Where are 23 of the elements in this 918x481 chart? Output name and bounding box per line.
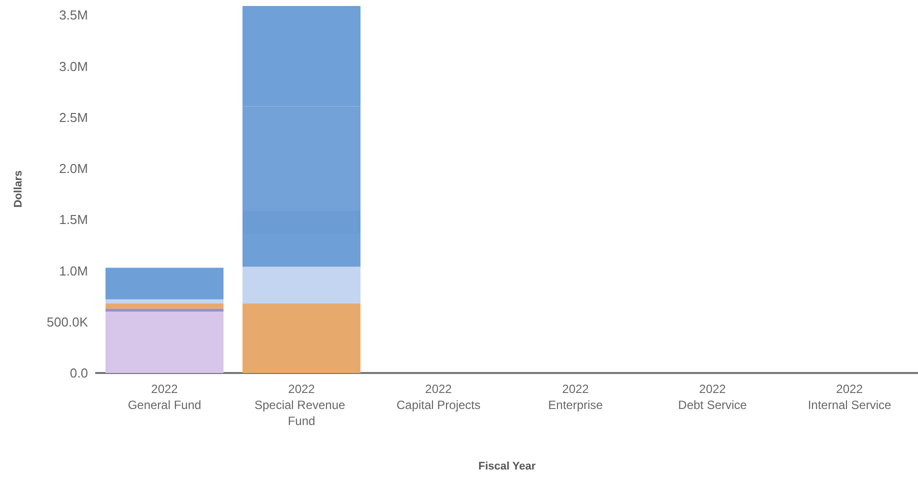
y-tick-label: 2.0M	[59, 161, 88, 176]
y-tick-label: 1.0M	[59, 263, 88, 278]
y-tick-label: 500.0K	[46, 314, 88, 330]
y-tick-label: 0.0	[70, 366, 88, 380]
bar	[106, 303, 224, 309]
y-tick-label: 2.5M	[59, 110, 88, 125]
x-axis-title: Fiscal Year	[478, 460, 536, 472]
bar	[242, 266, 360, 304]
y-tick-label: 3.0M	[59, 58, 88, 74]
y-tick-label: 3.5M	[59, 8, 88, 23]
bar	[106, 308, 224, 312]
bar	[106, 312, 224, 373]
x-tick-label: 2022 Special Revenue Fund	[254, 382, 349, 428]
x-tick-label: 2022 Internal Service	[808, 382, 892, 412]
bar	[242, 303, 360, 373]
x-tick-label: 2022 Capital Projects	[396, 382, 481, 412]
x-tick-label: 2022 General Fund	[128, 382, 202, 412]
bar	[106, 268, 224, 300]
y-axis-title: Dollars	[12, 170, 24, 208]
bar	[106, 299, 224, 304]
x-tick-label: 2022 Enterprise	[548, 382, 604, 412]
y-tick-label: 1.5M	[59, 212, 88, 228]
x-tick-label: 2022 Debt Service	[678, 382, 748, 412]
